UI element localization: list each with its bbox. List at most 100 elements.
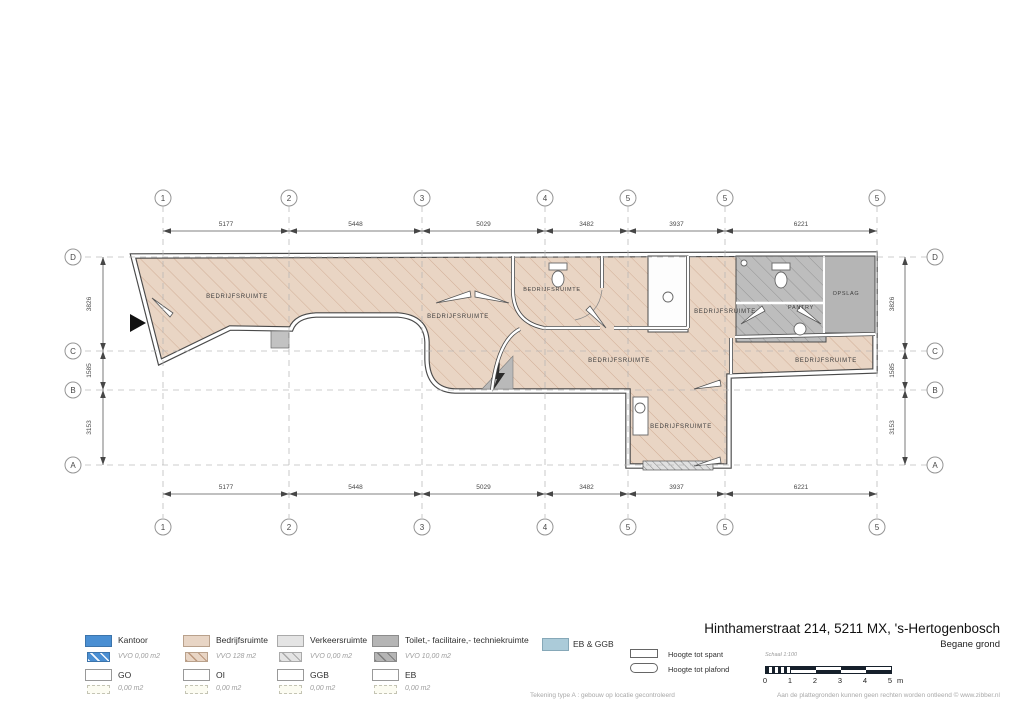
grid-bubble-label: A [932, 461, 938, 470]
dimension-label: 3153 [889, 420, 896, 435]
scale-unit: m [897, 676, 904, 685]
dim-arrow [537, 491, 545, 497]
grid-bubble-label: 4 [543, 523, 548, 532]
dim-arrow [545, 491, 553, 497]
scale-tick: 4 [862, 676, 868, 685]
door-leaf [740, 305, 766, 325]
grid-bubble [64, 248, 82, 266]
grid-bubble [280, 518, 298, 536]
lightning-bolt-icon [491, 362, 505, 392]
grid-bubble-label: B [932, 386, 937, 395]
dim-arrow [100, 351, 106, 359]
door-leaf [693, 456, 722, 467]
grid-bubble-label: 5 [723, 194, 728, 203]
interior-walls [490, 256, 876, 391]
height-spant-label: Hoogte tot spant [668, 650, 724, 659]
grid-bubble-label: 5 [626, 194, 631, 203]
legend-col-verkeersruimte: Verkeersruimte VVO 0,00 m2 GGB 0,00 m2 [277, 631, 457, 701]
legend-label: EB [405, 670, 417, 680]
dimension-label: 5029 [476, 484, 491, 491]
room-label: BEDRIJFSRUIMTE [427, 314, 489, 320]
legend-label: OI [216, 670, 225, 680]
grid-bubble-label: C [932, 347, 938, 356]
dim-arrow [414, 491, 422, 497]
grid-bubble [716, 518, 734, 536]
building-outline [129, 251, 878, 471]
dimension-label: 5177 [219, 221, 234, 228]
dimension-label: 3482 [579, 484, 594, 491]
legend-hatch-swatch [374, 652, 397, 662]
grid-bubble [413, 518, 431, 536]
legend-label: EB & GGB [573, 639, 614, 649]
legend-swatch-bedrijfsruimte [183, 635, 210, 647]
dimension-label: 3826 [86, 296, 93, 311]
sink-icon [740, 259, 748, 267]
door-leaf [585, 305, 607, 329]
dim-arrow [902, 382, 908, 390]
toilet-icon [774, 271, 788, 289]
dim-arrow [902, 257, 908, 265]
dimension-label: 6221 [794, 484, 809, 491]
scale-bar [765, 666, 892, 674]
dim-arrow [620, 491, 628, 497]
room-label: BEDRIJFSRUIMTE [795, 358, 857, 364]
room-label: BEDRIJFSRUIMTE [650, 424, 712, 430]
legend-hatch-swatch [279, 652, 302, 662]
grid-bubble-label: 3 [420, 523, 425, 532]
sink-icon [793, 322, 807, 336]
legend-value: 0,00 m2 [405, 685, 431, 692]
grid-bubble-label: D [932, 253, 938, 262]
legend-value: 0,00 m2 [216, 685, 242, 692]
legend-col-kantoor: Kantoor VVO 0,00 m2 GO 0,00 m2 [85, 631, 265, 701]
grid-bubble-label: 1 [161, 194, 166, 203]
fixtures [130, 259, 822, 467]
grid-bubble [619, 518, 637, 536]
room-label: BEDRIJFSRUIMTE [588, 358, 650, 364]
dim-arrow [902, 390, 908, 398]
outer-wall-core [130, 252, 877, 468]
grid-bubble [868, 518, 886, 536]
grid-bubble-label: C [70, 347, 76, 356]
legend-swatch-toilet [372, 635, 399, 647]
room-label-pantry: PANTRY [788, 305, 814, 311]
copyright-note: Aan de plattegronden kunnen geen rechten… [776, 692, 1000, 699]
scale-label: Schaal 1:100 [765, 652, 798, 658]
legend-swatch-kantoor [85, 635, 112, 647]
legend-value: VVO 128 m2 [216, 653, 257, 660]
legend-label: Toilet,- facilitaire,- techniekruimte [405, 635, 529, 645]
legend-label: Verkeersruimte [310, 635, 368, 645]
dim-arrow [281, 228, 289, 234]
height-plafond-symbol [630, 663, 658, 673]
grid-bubble [926, 381, 944, 399]
grid-bubble [619, 189, 637, 207]
dim-arrow [902, 457, 908, 465]
dim-arrow [628, 491, 636, 497]
legend-value: VVO 10,00 m2 [405, 653, 451, 660]
dim-arrow [628, 228, 636, 234]
room-label: BEDRIJFSRUIMTE [206, 294, 268, 300]
legend-label: GO [118, 670, 132, 680]
dim-arrow [717, 228, 725, 234]
scale-bar-segment [766, 667, 791, 673]
grid-bubble-label: 1 [161, 523, 166, 532]
page-title: Hinthamerstraat 214, 5211 MX, 's-Hertoge… [704, 621, 1000, 636]
grid-bubble-label: 5 [875, 523, 880, 532]
door-leaf [796, 305, 822, 325]
dim-arrow [545, 228, 553, 234]
legend-swatch-oi [183, 669, 210, 681]
dim-arrow [422, 491, 430, 497]
grid-bubble [926, 342, 944, 360]
scale-tick: 2 [812, 676, 818, 685]
grid-bubble [868, 189, 886, 207]
legend: Kantoor VVO 0,00 m2 GO 0,00 m2 Bedrijfsr… [85, 631, 645, 701]
dim-arrow [725, 491, 733, 497]
dim-arrow [717, 491, 725, 497]
dim-arrow [537, 228, 545, 234]
grid-bubble [413, 189, 431, 207]
dimension-label: 3937 [669, 221, 684, 228]
grid-bubble-label: 3 [420, 194, 425, 203]
room-label-opslag: OPSLAG [833, 291, 860, 297]
grid-bubble [64, 381, 82, 399]
dimension-label: 5448 [348, 484, 363, 491]
